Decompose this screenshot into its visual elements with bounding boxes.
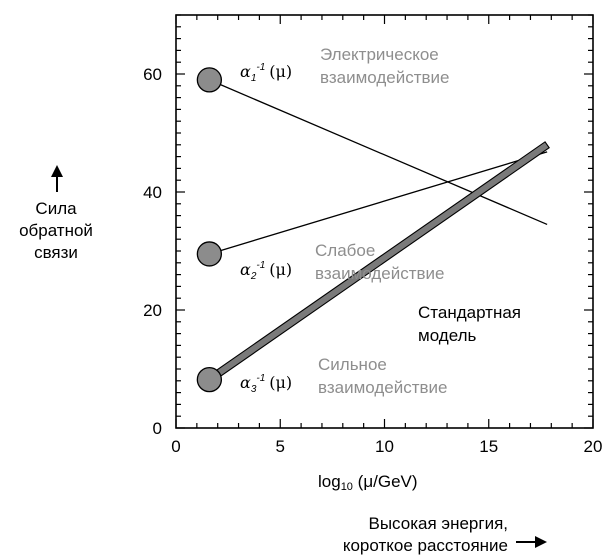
y-tick-label: 20 — [143, 301, 162, 320]
y-axis-label: Сила обратной связи — [0, 198, 112, 264]
y-axis-label-line: Сила — [35, 199, 77, 218]
series-symbol-1: α1-1 (μ) — [240, 62, 292, 84]
y-axis-label-line: связи — [34, 243, 78, 262]
up-arrow-head-icon — [51, 165, 63, 177]
x-tick-label: 20 — [584, 437, 603, 456]
series-marker-2 — [196, 241, 223, 267]
series-marker-3 — [196, 366, 223, 393]
series-layer — [206, 79, 550, 384]
label-layer: 0 5 10 15 20 0 20 40 60 log10 (μ/GeV) α1-1 (μ) Элект… — [143, 45, 602, 493]
series-name-3: взаимодействие — [318, 378, 448, 397]
x-axis-label: log10 (μ/GeV) — [318, 472, 418, 493]
axis-arrows — [51, 165, 547, 548]
right-arrow-head-icon — [535, 536, 547, 548]
x-tick-label: 15 — [479, 437, 498, 456]
series-name-1: Электрическое — [320, 45, 439, 64]
series-symbol-2: α2-1 (μ) — [240, 260, 292, 282]
series-line-1 — [209, 79, 548, 226]
marker-layer — [196, 67, 223, 393]
series-name-3: Сильное — [318, 355, 387, 374]
y-tick-label: 60 — [143, 65, 162, 84]
y-tick-label: 0 — [153, 419, 162, 438]
plot-area — [175, 14, 594, 429]
x-tick-label: 5 — [276, 437, 285, 456]
series-line-2 — [209, 151, 548, 255]
annotation-standard-model: модель — [418, 326, 476, 345]
annotation-standard-model: Стандартная — [418, 303, 521, 322]
x-tick-label: 0 — [171, 437, 180, 456]
series-name-2: Слабое — [315, 241, 375, 260]
x-direction-label-line: Высокая энергия, — [368, 514, 509, 533]
x-direction-label-line: короткое расстояние — [342, 536, 508, 555]
series-name-2: взаимодействие — [315, 264, 445, 283]
series-marker-1 — [196, 67, 223, 93]
y-tick-label: 40 — [143, 183, 162, 202]
series-name-1: взаимодействие — [320, 68, 450, 87]
x-direction-label: Высокая энергия, короткое расстояние — [260, 513, 508, 557]
series-symbol-3: α3-1 (μ) — [240, 373, 292, 395]
y-axis-label-line: обратной — [19, 221, 93, 240]
x-tick-label: 10 — [375, 437, 394, 456]
